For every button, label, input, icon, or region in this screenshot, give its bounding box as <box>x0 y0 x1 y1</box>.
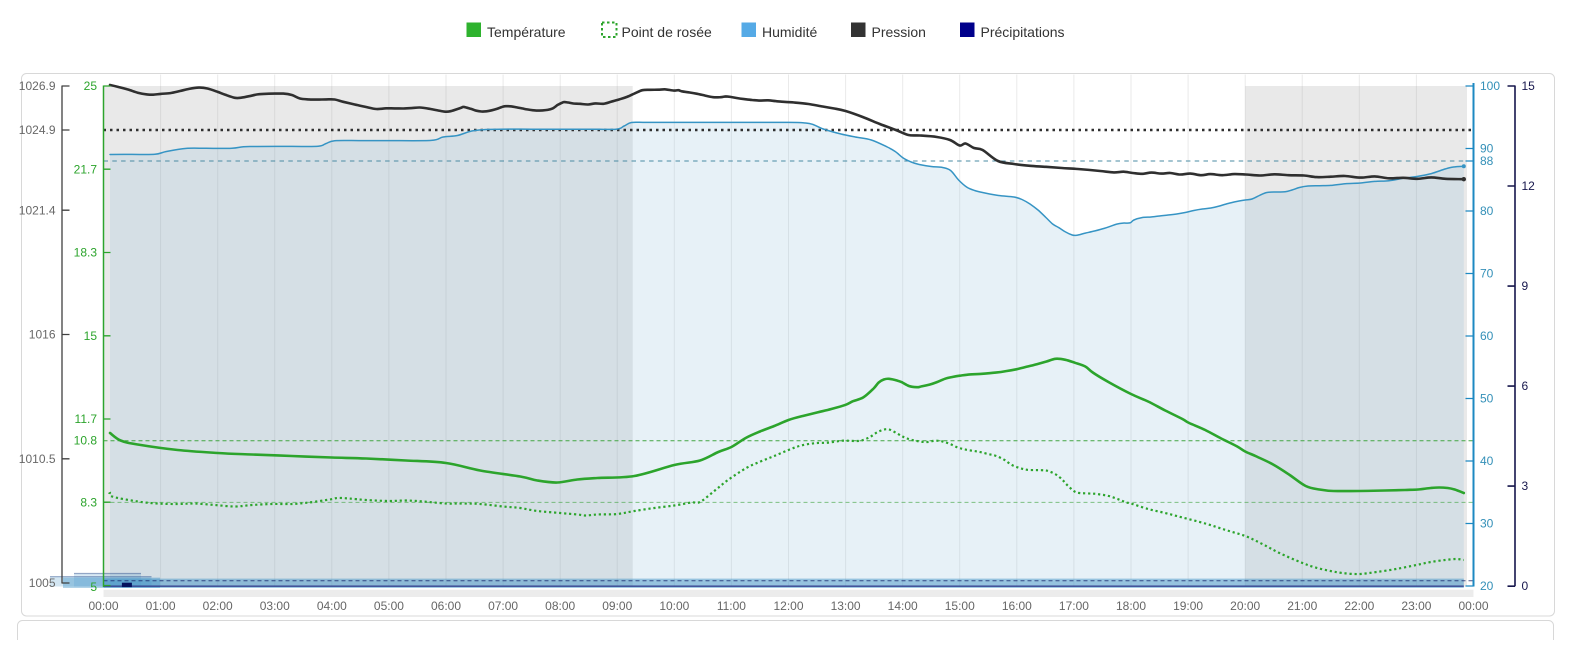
svg-text:15: 15 <box>84 329 98 343</box>
svg-text:18:00: 18:00 <box>1116 599 1146 613</box>
svg-text:21.7: 21.7 <box>74 162 98 176</box>
svg-text:80: 80 <box>1480 204 1494 218</box>
svg-text:00:00: 00:00 <box>88 599 118 613</box>
svg-text:90: 90 <box>1480 142 1494 156</box>
svg-text:1026.9: 1026.9 <box>19 79 56 93</box>
svg-text:50: 50 <box>1480 392 1494 406</box>
svg-text:03:00: 03:00 <box>260 599 290 613</box>
svg-text:22:00: 22:00 <box>1344 599 1374 613</box>
svg-text:9: 9 <box>1522 279 1529 293</box>
svg-text:60: 60 <box>1480 329 1494 343</box>
svg-text:Température: Température <box>487 24 566 40</box>
svg-text:07:00: 07:00 <box>488 599 518 613</box>
svg-text:11:00: 11:00 <box>717 599 746 613</box>
svg-text:14:00: 14:00 <box>888 599 918 613</box>
svg-text:00:00: 00:00 <box>1458 599 1488 613</box>
svg-text:13:00: 13:00 <box>831 599 861 613</box>
svg-text:10.8: 10.8 <box>74 434 98 448</box>
svg-text:1016: 1016 <box>29 328 56 342</box>
svg-text:5: 5 <box>90 580 97 594</box>
svg-text:21:00: 21:00 <box>1287 599 1317 613</box>
svg-text:19:00: 19:00 <box>1173 599 1203 613</box>
svg-text:08:00: 08:00 <box>545 599 575 613</box>
svg-text:17:00: 17:00 <box>1059 599 1089 613</box>
svg-text:23:00: 23:00 <box>1401 599 1431 613</box>
svg-text:100: 100 <box>1480 79 1500 93</box>
svg-text:12: 12 <box>1522 179 1536 193</box>
svg-text:1010.5: 1010.5 <box>19 452 56 466</box>
svg-text:15: 15 <box>1522 79 1536 93</box>
svg-text:20: 20 <box>1480 579 1494 593</box>
svg-text:8.3: 8.3 <box>80 495 97 509</box>
svg-text:Humidité: Humidité <box>762 24 817 40</box>
svg-text:3: 3 <box>1522 479 1529 493</box>
svg-text:30: 30 <box>1480 517 1494 531</box>
svg-text:04:00: 04:00 <box>317 599 347 613</box>
svg-text:18.3: 18.3 <box>74 246 98 260</box>
svg-text:1024.9: 1024.9 <box>19 123 56 137</box>
svg-text:12:00: 12:00 <box>773 599 803 613</box>
svg-text:Pression: Pression <box>872 24 926 40</box>
svg-text:25: 25 <box>84 79 98 93</box>
svg-text:70: 70 <box>1480 267 1494 281</box>
svg-text:09:00: 09:00 <box>602 599 632 613</box>
svg-text:15:00: 15:00 <box>945 599 975 613</box>
svg-text:02:00: 02:00 <box>203 599 233 613</box>
svg-text:01:00: 01:00 <box>146 599 176 613</box>
svg-text:0: 0 <box>1522 579 1529 593</box>
svg-text:Point de rosée: Point de rosée <box>622 24 712 40</box>
svg-text:1021.4: 1021.4 <box>19 203 56 217</box>
svg-text:88: 88 <box>1480 154 1494 168</box>
svg-text:05:00: 05:00 <box>374 599 404 613</box>
svg-text:06:00: 06:00 <box>431 599 461 613</box>
svg-text:10:00: 10:00 <box>659 599 689 613</box>
svg-text:6: 6 <box>1522 379 1529 393</box>
svg-text:Précipitations: Précipitations <box>981 24 1065 40</box>
svg-text:1005: 1005 <box>29 576 56 590</box>
svg-text:20:00: 20:00 <box>1230 599 1260 613</box>
svg-text:40: 40 <box>1480 454 1494 468</box>
svg-text:16:00: 16:00 <box>1002 599 1032 613</box>
svg-text:11.7: 11.7 <box>75 412 98 426</box>
